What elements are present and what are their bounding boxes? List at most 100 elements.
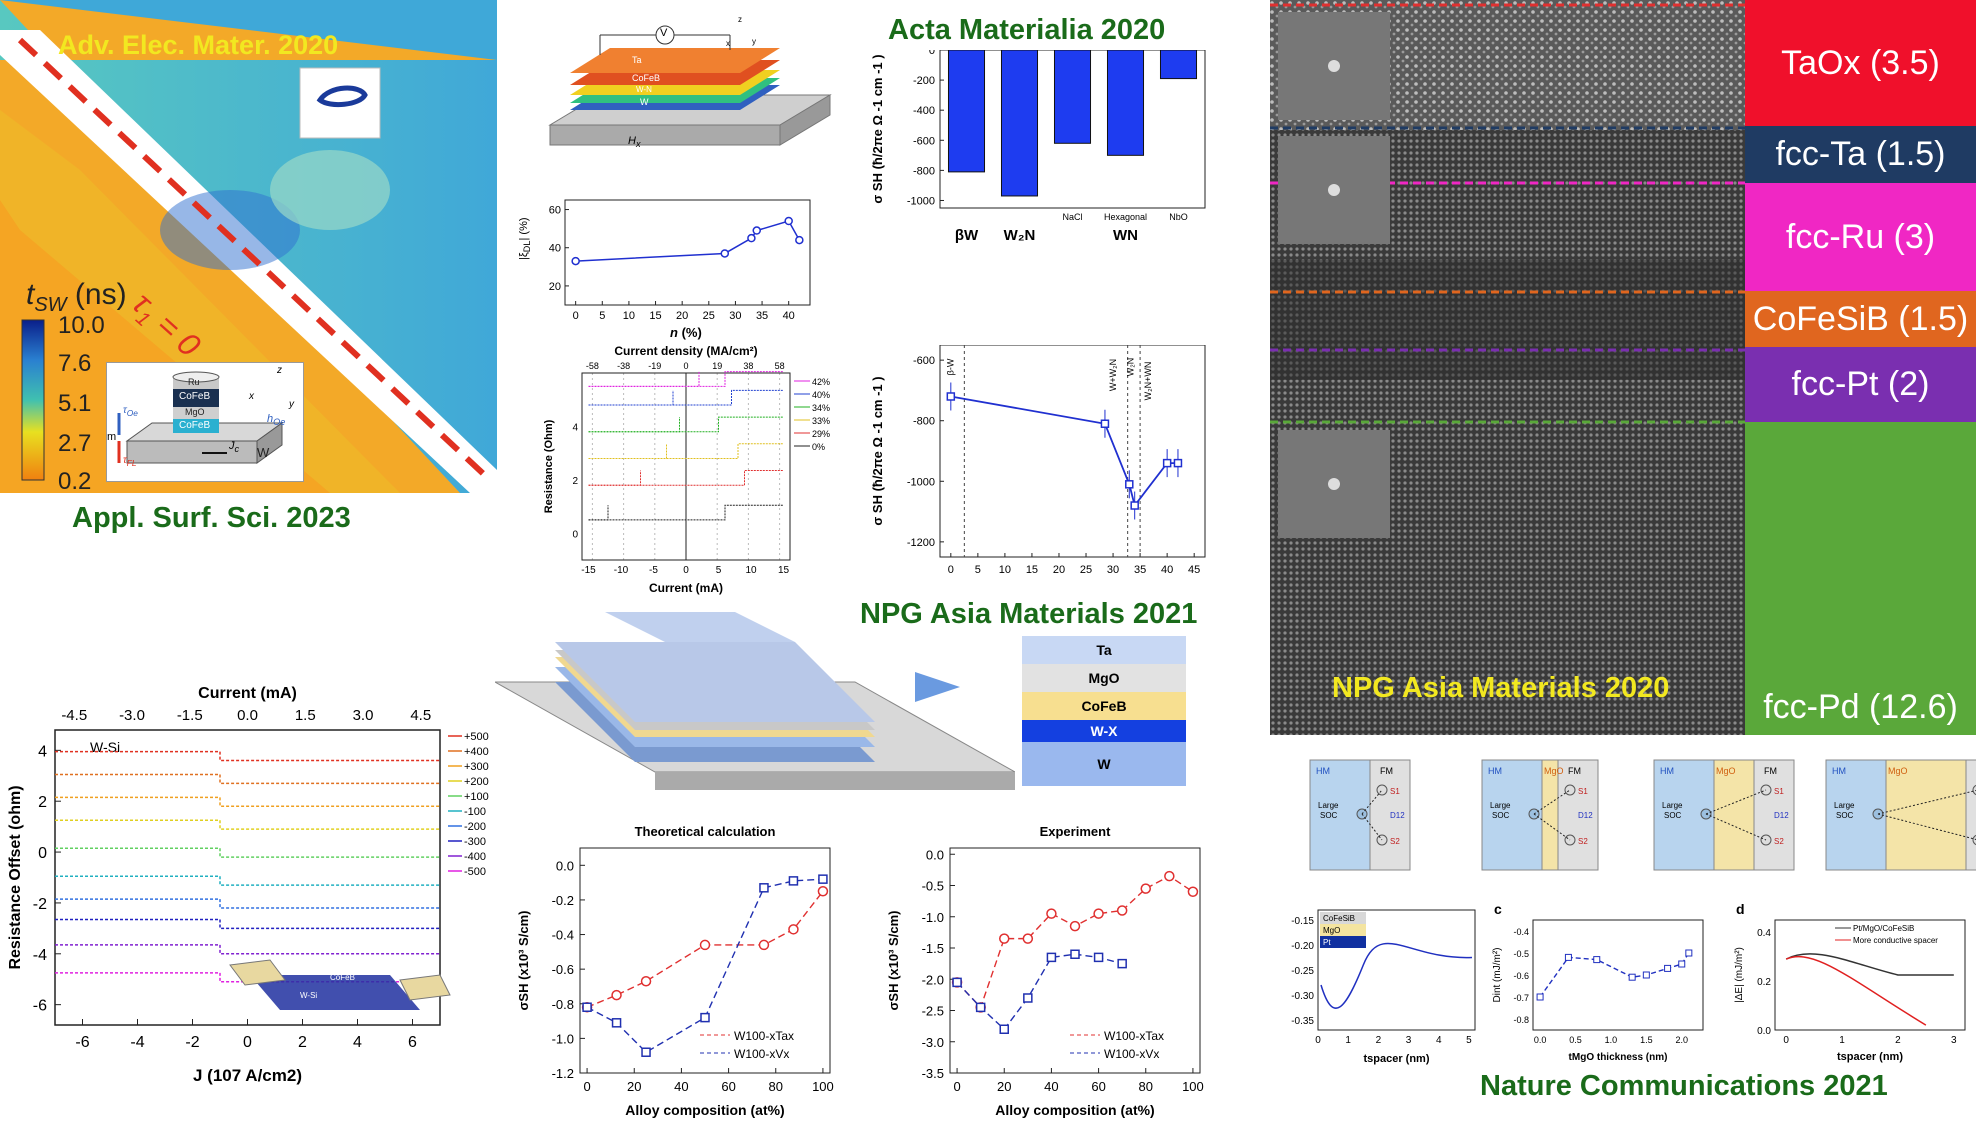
tem-image: [1270, 0, 1745, 735]
theory-ytick-label: 0.0: [556, 858, 574, 873]
device-field-sub: x: [635, 139, 641, 150]
acta-line-point: [1100, 419, 1110, 428]
xi-ylabel-unit: | (%): [518, 217, 530, 241]
theory-ytick-label: -0.6: [552, 962, 574, 977]
nc-schem-mgo-label: MgO: [1544, 766, 1564, 776]
theory-xtick-label: 100: [812, 1079, 834, 1094]
nc-d-xtick-label: 2: [1895, 1035, 1901, 1046]
nc-b-xtick-label: 0: [1315, 1035, 1321, 1046]
acta-bar-ytick-label: -600: [913, 135, 935, 147]
res-top-tick: 38: [743, 361, 753, 371]
inset-layer-ru: Ru: [188, 377, 200, 387]
adv-inset: Ru CoFeB MgO CoFeB W Jc x y z m τOe τFL …: [106, 362, 304, 482]
acta-line-point: [1162, 458, 1172, 468]
appl-curve: [55, 847, 440, 858]
nc-schem-s1: S1: [1578, 787, 1588, 796]
nc-schem-fm-label: FM: [1568, 766, 1581, 776]
res-xtick-label: -5: [649, 565, 658, 576]
nc-d-curve-black: [1785, 953, 1954, 976]
acta-bar: [947, 49, 986, 173]
nc-b-curve: [1320, 942, 1473, 1009]
acta-line-xtick-label: 10: [999, 564, 1011, 576]
nc-b-legend-mgo-label: MgO: [1323, 926, 1340, 935]
nc-schem-soc1: Large: [1318, 801, 1339, 810]
nc-schem-d: D12: [1390, 811, 1405, 820]
nc-schem-d: D12: [1578, 811, 1593, 820]
acta-line-series: [950, 395, 1178, 508]
appl-legend-label: +500: [464, 731, 489, 743]
appl-top-tick: 4.5: [410, 707, 431, 724]
experiment-point-v: [1070, 949, 1080, 959]
nc-c-frame: [1532, 919, 1704, 1031]
acta-line-point: [1173, 458, 1183, 468]
appl-legend-label: +400: [464, 746, 489, 758]
res-top-tick: 58: [775, 361, 785, 371]
acta-line-xtick-label: 20: [1053, 564, 1065, 576]
appl-panel: Current (mA) -4.5 -3.0 -1.5 0.0 1.5 3.0 4.5 -6 -4…: [0, 680, 500, 1125]
res-ytick-label: 4: [572, 422, 578, 433]
nc-c-xlabel: tMgO thickness (nm): [1569, 1052, 1668, 1063]
acta-line-chart: 0 5 10 15 20 25 30 35 40 45 -600 -800 -1000 -1200 β-W W…: [870, 344, 1206, 576]
appl-ytick-label: 2: [38, 794, 47, 811]
nc-b-legend-mgo: [1320, 924, 1366, 936]
acta-line-xtick-label: 35: [1134, 564, 1146, 576]
adv-panel: Adv. Elec. Mater. 2020 tSW (ns) 10.0 7.6…: [0, 0, 497, 493]
nc-d-xlabel: tspacer (nm): [1837, 1051, 1903, 1063]
nc-schem-hm-label: HM: [1488, 766, 1502, 776]
res-legend-label: 34%: [812, 403, 830, 413]
nc-c-ylabel: Dint (mJ/m²): [1492, 948, 1503, 1003]
acta-line-ytick-label: -800: [913, 416, 935, 428]
appl-device-label-cofeb: CoFeB: [330, 973, 355, 982]
inset-m: m: [107, 431, 117, 443]
appl-curve: [55, 750, 440, 762]
inset-layer-mgo: MgO: [185, 407, 205, 417]
appl-xtick-label: 4: [353, 1034, 362, 1051]
nc-c-point: [1685, 949, 1693, 957]
nc-c-xtick-label: 2.0: [1675, 1035, 1688, 1045]
res-legend-label: 0%: [812, 442, 825, 452]
device-layer-cofeb: CoFeB: [632, 73, 661, 83]
stack-ta: Ta: [1022, 636, 1186, 664]
theory-point-ta: [611, 989, 622, 1001]
nc-c-point: [1536, 993, 1544, 1001]
inset-tau-fl-main: τ: [123, 455, 127, 466]
inset-h-oe-main: h: [267, 413, 274, 425]
tem-layer-column: TaOx (3.5) fcc-Ta (1.5) fcc-Ru (3) CoFeS…: [1745, 0, 1976, 735]
nc-schem-soc1: Large: [1662, 801, 1683, 810]
theory-panel: Theoretical calculation 0 20 40 60 80 100 0.0 -0…: [510, 818, 840, 1123]
nc-schem-soc2: SOC: [1664, 811, 1682, 820]
nc-c-ytick-label: -0.6: [1513, 971, 1529, 981]
acta-line-xtick-label: 40: [1161, 564, 1173, 576]
nc-c-point: [1678, 960, 1686, 968]
theory-xtick-label: 20: [627, 1079, 641, 1094]
appl-curve: [55, 796, 440, 808]
inset-jc: Jc: [229, 440, 239, 454]
acta-line-phase-bw: β-W: [946, 358, 956, 375]
appl-legend-label: +300: [464, 761, 489, 773]
nc-schem-mgo: [1541, 759, 1559, 871]
theory-ylabel: σSH (x10³ S/cm): [516, 911, 531, 1011]
theory-legend-label: W100-xVx: [734, 1047, 789, 1061]
tem-layer-fcc-pd: fcc-Pd (12.6): [1745, 422, 1976, 735]
tem-layer-fcc-pd-label: fcc-Pd (12.6): [1763, 688, 1958, 726]
res-xlabel: Current (mA): [649, 581, 723, 595]
experiment-xtick-label: 60: [1091, 1079, 1105, 1094]
nc-schem-fm: [1753, 759, 1795, 871]
appl-legend-label: -500: [464, 866, 486, 878]
nc-schem-s1: S1: [1774, 787, 1784, 796]
appl-xlabel: J (107 A/cm2): [193, 1066, 302, 1085]
nc-schem-soc2: SOC: [1836, 811, 1854, 820]
acta-line-ylabel: σ SH (ħ/2πe Ω -1 cm -1 ): [870, 376, 885, 525]
tem-layer-taox-label: TaOx (3.5): [1781, 43, 1940, 82]
xi-point: [720, 249, 730, 258]
nc-schem-fm-label: FM: [1380, 766, 1393, 776]
nc-b-ytick-label: -0.20: [1291, 941, 1314, 952]
experiment-title: Experiment: [1040, 824, 1111, 839]
nc-schem-fm-label: FM: [1764, 766, 1777, 776]
experiment-series-line: [956, 875, 1194, 1009]
experiment-xtick-label: 80: [1139, 1079, 1153, 1094]
nc-b-ytick-label: -0.25: [1291, 966, 1314, 977]
npg2020-title: NPG Asia Materials 2020: [1332, 672, 1670, 704]
appl-plot: Current (mA) -4.5 -3.0 -1.5 0.0 1.5 3.0 4.5 -6 -4…: [7, 685, 489, 1085]
nc-schem-bond: [1705, 789, 1767, 815]
